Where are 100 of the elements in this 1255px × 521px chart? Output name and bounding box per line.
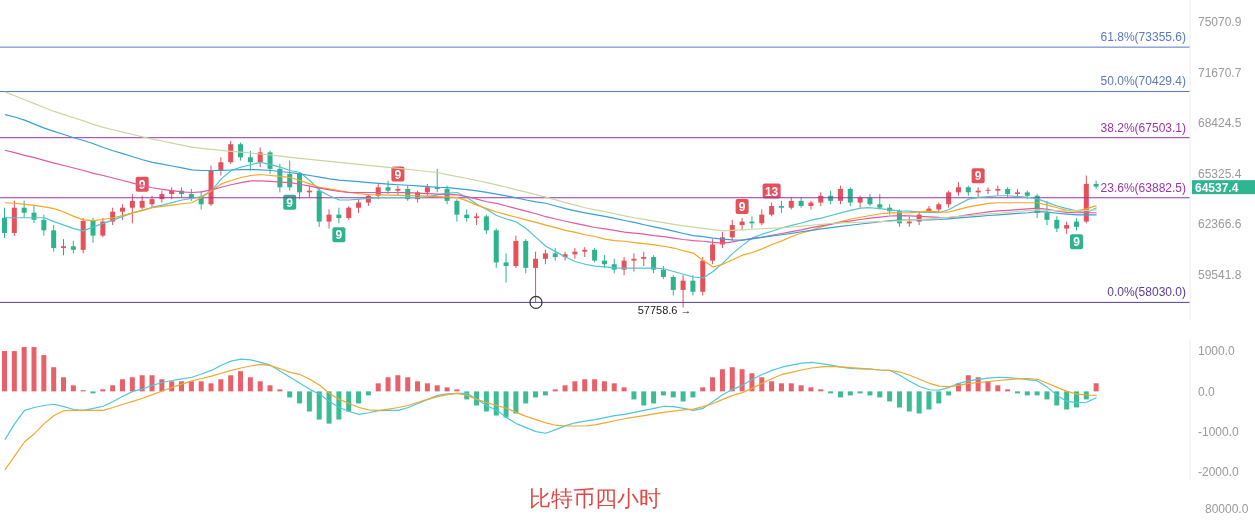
bar [631,391,637,400]
bar [916,391,922,414]
bar [277,389,283,392]
bar [828,391,834,394]
candlestick [798,196,804,209]
candlestick [503,252,509,283]
bar [31,347,37,392]
ref-line-label: 50.0%(70429.4) [1100,74,1186,89]
bar [316,391,322,420]
text: 9 [286,195,294,210]
bar [120,379,126,392]
bar [670,391,676,398]
bar [228,375,234,392]
candlestick [690,274,696,296]
ref-line-label: 23.6%(63882.5) [1100,180,1186,195]
bar [946,391,952,396]
candlestick [985,186,991,195]
bar [149,375,155,392]
y-tick-label: 1000.0 [1198,344,1236,359]
bar [375,383,381,392]
bar [51,367,57,392]
bar [533,391,539,398]
bar [238,371,244,392]
candlestick [1044,200,1050,226]
candlestick [631,252,637,272]
y-tick-label: -1000.0 [1198,424,1240,439]
bar [700,387,706,392]
bar [356,391,362,404]
y-tick-label: 71670.7 [1198,65,1242,80]
bar [395,375,401,392]
candlestick [51,224,57,253]
bar [572,381,578,392]
bar [297,391,303,404]
bar [434,385,440,392]
bar [601,381,607,392]
candlestick [100,217,106,238]
bar [90,391,96,394]
candlestick [651,254,657,274]
text: 比特币四小时 [528,485,662,513]
text: 9 [738,200,746,215]
bar [1044,391,1050,400]
bar [847,391,853,396]
bar [769,381,775,392]
bar [867,391,873,396]
bar [257,381,263,392]
bar [611,383,617,392]
y-tick-label: 65325.4 [1198,166,1242,181]
ref-line-label: 38.2%(67503.1) [1100,120,1186,135]
text: 80000.0 [1205,502,1249,516]
bar [513,391,519,414]
candlestick [680,274,686,309]
text: 9 [138,177,146,192]
bar [326,391,332,424]
bar [995,385,1001,392]
line-series [4,358,1098,441]
text: 64537.4 [1195,180,1239,195]
candlestick [41,214,47,237]
bar [444,387,450,392]
y-tick-label: 62366.6 [1198,217,1242,232]
bar [523,391,529,404]
bar [1005,389,1011,392]
bar [788,383,794,392]
text: 9 [394,167,402,182]
bar [552,389,558,392]
y-tick-label: 68424.5 [1198,116,1242,131]
bar [424,383,430,392]
bar [129,377,135,392]
candlestick [483,214,489,235]
bar [680,391,686,402]
bar [906,391,912,412]
bar [877,391,883,398]
bar [1014,391,1020,394]
annotation: 57758.6 → [637,303,692,316]
y-tick-label: 59541.8 [1198,267,1242,282]
candlestick [670,274,676,296]
candlestick [837,185,843,205]
bar [100,389,106,392]
line-series [4,363,1098,471]
bar [365,391,371,396]
bar [1034,391,1040,396]
ref-line-label: 61.8%(73355.6) [1100,30,1186,45]
bar [719,369,725,392]
text: 13 [764,184,779,199]
bar [405,377,411,392]
bar [110,385,116,392]
bar [660,391,666,396]
bar [641,391,647,406]
bar [562,385,568,392]
bar [11,351,17,392]
bar [592,379,598,392]
bar [936,391,942,404]
candlestick [454,198,460,223]
y-tick-label: 75070.9 [1198,15,1242,30]
candlestick [710,238,716,265]
candlestick [129,193,135,224]
bar [218,379,224,392]
bar [896,391,902,408]
bar [267,385,273,392]
bar [857,391,863,394]
bar [621,387,627,392]
